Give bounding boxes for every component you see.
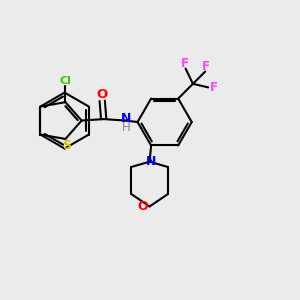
Text: F: F <box>202 60 210 73</box>
Text: F: F <box>209 81 217 94</box>
Text: N: N <box>121 112 131 125</box>
Text: O: O <box>138 200 148 213</box>
Text: F: F <box>181 57 189 70</box>
Text: S: S <box>62 139 71 152</box>
Text: O: O <box>97 88 108 101</box>
Text: N: N <box>146 155 156 168</box>
Text: H: H <box>122 121 130 134</box>
Text: Cl: Cl <box>59 76 71 86</box>
